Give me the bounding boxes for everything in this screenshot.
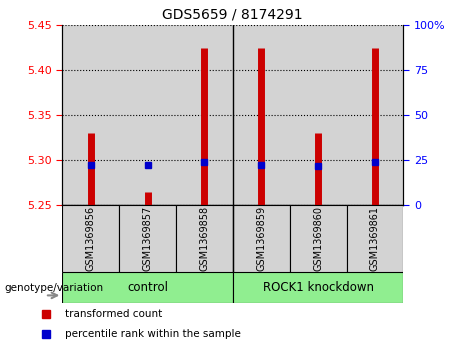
Bar [176, 25, 233, 205]
Text: GSM1369861: GSM1369861 [370, 206, 380, 271]
Text: GSM1369857: GSM1369857 [142, 206, 153, 271]
Bar [347, 205, 403, 272]
Text: transformed count: transformed count [65, 309, 162, 319]
Text: GSM1369858: GSM1369858 [199, 206, 209, 271]
Title: GDS5659 / 8174291: GDS5659 / 8174291 [162, 8, 303, 21]
Text: ROCK1 knockdown: ROCK1 knockdown [263, 281, 373, 294]
Text: GSM1369860: GSM1369860 [313, 206, 323, 271]
Bar [176, 205, 233, 272]
Bar [347, 25, 403, 205]
Bar [62, 272, 233, 303]
Bar [290, 205, 347, 272]
Bar [62, 25, 119, 205]
Bar [119, 25, 176, 205]
Text: genotype/variation: genotype/variation [5, 283, 104, 293]
Text: GSM1369856: GSM1369856 [86, 206, 96, 271]
Bar [233, 205, 290, 272]
Text: control: control [127, 281, 168, 294]
Bar [233, 272, 403, 303]
Bar [290, 25, 347, 205]
Text: percentile rank within the sample: percentile rank within the sample [65, 330, 241, 339]
Text: GSM1369859: GSM1369859 [256, 206, 266, 271]
Bar [119, 205, 176, 272]
Bar [62, 205, 119, 272]
Bar [233, 25, 290, 205]
